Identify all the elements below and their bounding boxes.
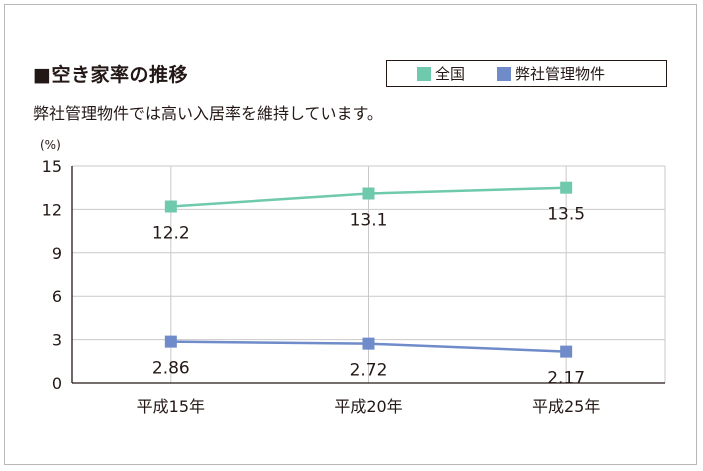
y-tick-6: 6 (52, 287, 62, 306)
legend-item-company: 弊社管理物件 (497, 63, 605, 84)
series-0-point-0 (164, 200, 177, 213)
series-0-label-1: 13.1 (350, 210, 388, 230)
series-0-label-0: 12.2 (152, 224, 190, 244)
x-tick-2: 平成25年 (532, 397, 600, 416)
y-tick-0: 0 (52, 374, 62, 393)
y-tick-12: 12 (42, 200, 62, 219)
chart-frame (4, 4, 697, 465)
legend-item-national: 全国 (417, 63, 465, 84)
series-layer (164, 181, 573, 358)
chart-title: ■空き家率の推移 (33, 64, 188, 86)
legend-label-company: 弊社管理物件 (515, 65, 606, 83)
series-0-point-1 (362, 187, 375, 200)
series-0-label-2: 13.5 (547, 205, 585, 225)
legend-swatch-company (497, 66, 512, 81)
series-1-label-1: 2.72 (350, 361, 388, 381)
series-1-point-2 (560, 345, 573, 358)
x-tick-labels: 平成15年 平成20年 平成25年 (137, 397, 601, 416)
series-1-label-0: 2.86 (152, 359, 190, 379)
chart-legend: 全国 弊社管理物件 (386, 60, 667, 87)
series-1-label-2: 2.17 (547, 369, 585, 389)
series-1-point-0 (164, 335, 177, 348)
axes (71, 166, 665, 384)
y-tick-9: 9 (52, 244, 62, 263)
series-1-point-1 (362, 337, 375, 350)
legend-swatch-national (417, 66, 431, 81)
y-tick-15: 15 (42, 157, 62, 176)
data-labels: 12.2 13.1 13.5 2.86 2.72 2.17 (152, 205, 585, 389)
series-0-point-2 (560, 181, 573, 194)
y-axis-unit: (%) (40, 138, 61, 152)
y-tick-3: 3 (52, 331, 62, 350)
x-tick-0: 平成15年 (137, 397, 205, 416)
chart-subtitle: 弊社管理物件では高い入居率を維持しています。 (33, 104, 383, 123)
y-tick-labels: 0 3 6 9 12 15 (42, 157, 62, 393)
legend-label-national: 全国 (435, 65, 466, 83)
x-tick-1: 平成20年 (334, 397, 402, 416)
